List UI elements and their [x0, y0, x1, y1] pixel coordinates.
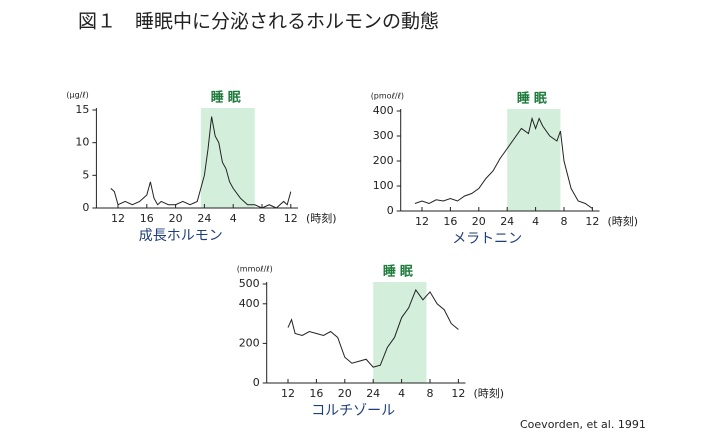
y-tick-label: 0	[387, 204, 394, 217]
band-label: 睡眠	[211, 90, 245, 106]
x-axis-label: (時刻)	[608, 214, 639, 228]
x-tick-label: 12	[585, 215, 599, 228]
band-label: 睡眠	[383, 264, 417, 280]
x-tick-label: 12	[111, 212, 125, 225]
x-tick-label: 12	[281, 387, 295, 400]
y-axis-label: (mmoℓ/ℓ)	[237, 265, 273, 274]
x-axis-label: (時刻)	[474, 386, 505, 400]
x-tick-label: 12	[415, 215, 429, 228]
y-axis-label: (pmoℓ/ℓ)	[371, 92, 404, 101]
y-tick-label: 300	[373, 129, 394, 142]
y-tick-label: 0	[253, 376, 260, 389]
y-tick-label: 400	[239, 297, 260, 310]
x-tick-label: 20	[338, 387, 352, 400]
sleep-band	[200, 108, 255, 208]
y-axis-label: (μg/ℓ)	[66, 91, 88, 100]
figure-title: 図１ 睡眠中に分泌されるホルモンの動態	[78, 11, 439, 33]
x-tick-label: 24	[366, 387, 380, 400]
x-tick-label: 24	[500, 215, 514, 228]
x-tick-label: 4	[532, 215, 539, 228]
y-tick-label: 100	[373, 179, 394, 192]
x-tick-label: 12	[284, 212, 298, 225]
x-tick-label: 12	[451, 387, 465, 400]
x-tick-label: 20	[472, 215, 486, 228]
y-tick-label: 10	[75, 136, 89, 149]
x-tick-label: 8	[259, 212, 266, 225]
x-tick-label: 4	[230, 212, 237, 225]
source: Coevorden, et al. 1991	[520, 418, 646, 431]
x-tick-label: 16	[140, 212, 154, 225]
x-tick-label: 16	[443, 215, 457, 228]
band-label: 睡眠	[517, 91, 551, 107]
y-tick-label: 5	[82, 168, 89, 181]
series-line	[110, 116, 292, 209]
y-tick-label: 15	[75, 103, 89, 116]
sleep-band	[507, 109, 561, 211]
y-tick-label: 500	[239, 277, 260, 290]
x-axis-label: (時刻)	[306, 211, 337, 225]
x-tick-label: 24	[197, 212, 211, 225]
x-tick-label: 20	[169, 212, 183, 225]
y-tick-label: 200	[239, 336, 260, 349]
chart-title: 成長ホルモン	[139, 228, 223, 244]
sleep-band	[373, 282, 427, 383]
x-tick-label: 16	[309, 387, 323, 400]
series-line	[414, 116, 593, 209]
chart-title: コルチゾール	[311, 403, 395, 419]
chart-title: メラトニン	[452, 231, 522, 247]
y-tick-label: 200	[373, 154, 394, 167]
series-line	[287, 288, 459, 368]
x-tick-label: 8	[561, 215, 568, 228]
y-tick-label: 400	[373, 104, 394, 117]
x-tick-label: 8	[427, 387, 434, 400]
y-tick-label: 0	[82, 201, 89, 214]
x-tick-label: 4	[398, 387, 405, 400]
